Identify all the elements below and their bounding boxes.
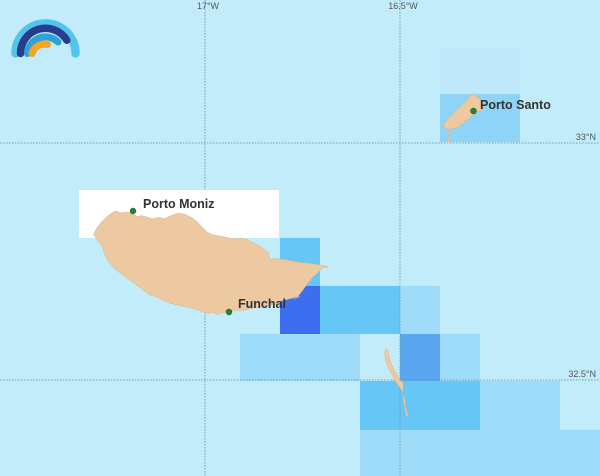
svg-text:Porto Santo: Porto Santo [480,98,551,112]
svg-text:32.5°N: 32.5°N [568,369,596,379]
svg-text:33°N: 33°N [576,132,596,142]
svg-text:17°W: 17°W [197,1,220,11]
svg-text:Porto Moniz: Porto Moniz [143,197,215,211]
svg-text:16.5°W: 16.5°W [388,1,418,11]
svg-text:Funchal: Funchal [238,297,286,311]
